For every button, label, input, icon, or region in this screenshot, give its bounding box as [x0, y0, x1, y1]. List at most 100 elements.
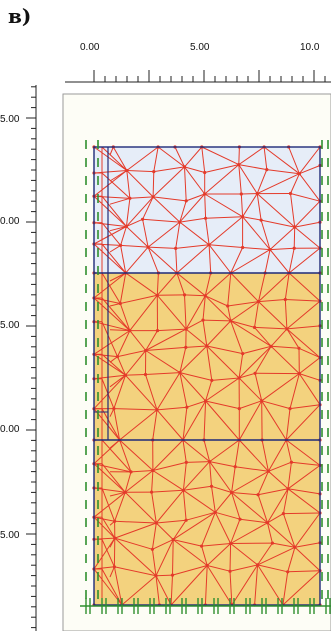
- mesh-edge: [257, 564, 288, 573]
- mesh-node: [113, 519, 117, 523]
- mesh-edge: [151, 489, 184, 493]
- mesh-edge: [125, 198, 131, 227]
- upper-soil-layer: [94, 147, 320, 273]
- mesh-edge: [254, 346, 272, 374]
- mesh-edge: [258, 299, 286, 303]
- mesh-edge: [129, 330, 147, 351]
- mesh-edge: [287, 570, 321, 573]
- mesh-edge: [145, 330, 158, 351]
- mesh-edge: [109, 197, 131, 205]
- mesh-node: [155, 329, 160, 333]
- mesh-edge: [126, 226, 149, 248]
- mesh-node: [256, 300, 261, 304]
- mesh-edge: [287, 547, 296, 572]
- mesh-edge: [172, 565, 208, 576]
- mesh-node: [285, 327, 289, 331]
- mesh-edge: [299, 146, 321, 175]
- mesh-edge: [147, 246, 178, 274]
- mesh-edge: [269, 249, 290, 274]
- mesh-node: [265, 521, 270, 525]
- mesh-node: [200, 544, 204, 548]
- mesh-edge: [298, 357, 321, 374]
- mesh-edge: [156, 372, 181, 411]
- mesh-edge: [260, 219, 295, 228]
- mesh-edge: [258, 301, 288, 330]
- mesh-edge: [93, 297, 131, 331]
- mesh-node: [293, 225, 297, 229]
- mesh-edge: [172, 539, 174, 576]
- mesh-edge: [114, 537, 157, 577]
- mesh-edge: [201, 545, 208, 566]
- mesh-node: [268, 248, 272, 252]
- mesh-edge: [101, 272, 121, 304]
- mesh-edge: [156, 294, 187, 330]
- mesh-edge: [112, 146, 128, 171]
- mesh-edge: [230, 249, 271, 274]
- mesh-node: [150, 490, 154, 494]
- mesh-edge: [109, 566, 115, 578]
- mesh-node: [233, 465, 237, 469]
- mesh-node: [174, 246, 178, 250]
- mesh-node: [184, 518, 188, 522]
- mesh-edge: [202, 295, 206, 321]
- mesh-node: [260, 399, 264, 403]
- mesh-edge: [179, 347, 187, 373]
- mesh-edge: [227, 272, 232, 307]
- mesh-edge: [109, 537, 116, 548]
- mesh-edge: [109, 491, 126, 497]
- mesh-edge: [184, 166, 206, 195]
- mesh-edge: [266, 169, 300, 175]
- mesh-edge: [175, 244, 210, 249]
- mesh-edge: [185, 345, 207, 348]
- mesh-node: [204, 399, 208, 403]
- mesh-edge: [201, 146, 206, 173]
- mesh-node: [205, 344, 209, 348]
- mesh-edge: [175, 248, 178, 274]
- mesh-edge: [172, 539, 208, 566]
- mesh-edge: [148, 246, 176, 249]
- mesh-edge: [205, 377, 240, 402]
- mesh-edge: [294, 542, 321, 548]
- mesh-edge: [156, 406, 187, 411]
- mesh-edge: [126, 170, 154, 198]
- mesh-edge: [179, 193, 206, 223]
- mesh-edge: [268, 470, 289, 490]
- mesh-edge: [202, 320, 208, 347]
- mesh-edge: [206, 320, 232, 347]
- mesh-edge: [227, 301, 259, 307]
- mesh-node: [144, 348, 148, 353]
- mesh-edge: [282, 513, 296, 548]
- mesh-edge: [267, 522, 296, 548]
- mesh-edge: [209, 461, 236, 468]
- mesh-node: [266, 469, 270, 473]
- mesh-node: [128, 329, 132, 333]
- mesh-edge: [256, 193, 262, 221]
- mesh-edge: [257, 494, 268, 523]
- x-tick-label-0: 0.00: [80, 42, 100, 53]
- mesh-edge: [254, 326, 287, 330]
- mesh-edge: [157, 328, 187, 332]
- mesh-edge: [114, 492, 126, 522]
- mesh-edge: [231, 492, 259, 496]
- mesh-edge: [153, 196, 187, 202]
- mesh-edge: [142, 196, 154, 220]
- mesh-edge: [256, 173, 300, 195]
- mesh-edge: [230, 272, 259, 302]
- mesh-node: [201, 318, 205, 322]
- mesh-node: [289, 460, 293, 464]
- x-tick-label-2: 10.0: [300, 42, 320, 53]
- mesh-edge: [101, 539, 115, 568]
- mesh-edge: [152, 171, 155, 197]
- mesh-edge: [261, 400, 291, 410]
- mesh-node: [205, 563, 209, 568]
- mesh-edge: [271, 345, 300, 349]
- mesh-edge: [287, 488, 321, 514]
- mesh-edge: [179, 217, 206, 223]
- mesh-edge: [93, 321, 130, 332]
- mesh-edge: [157, 146, 185, 168]
- mesh-edge: [258, 488, 289, 496]
- mesh-edge: [152, 461, 187, 471]
- mesh-edge: [101, 195, 127, 227]
- mesh-edge: [147, 246, 159, 274]
- mesh-edge: [186, 400, 206, 408]
